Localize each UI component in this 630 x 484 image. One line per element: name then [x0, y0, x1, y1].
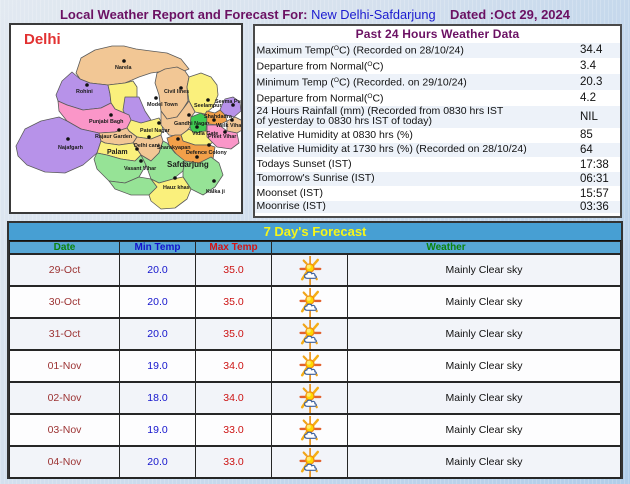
svg-text:Seema Puri: Seema Puri [215, 99, 241, 105]
svg-text:Sharakyapan: Sharakyapan [157, 145, 191, 151]
svg-text:Vasant Vihar: Vasant Vihar [124, 166, 157, 172]
svg-text:Narela: Narela [115, 65, 132, 71]
svg-text:Kalka ji: Kalka ji [206, 189, 225, 195]
svg-text:Punjabi Bagh: Punjabi Bagh [89, 119, 123, 125]
svg-text:Model Town: Model Town [147, 102, 178, 108]
svg-text:Patel Nagar: Patel Nagar [140, 128, 171, 134]
svg-text:Palam: Palam [107, 149, 128, 156]
svg-text:Safdarjung: Safdarjung [167, 160, 209, 169]
svg-text:Civil lines: Civil lines [164, 89, 189, 95]
svg-text:Gandhi Nagar: Gandhi Nagar [174, 121, 210, 127]
svg-text:Najafgarh: Najafgarh [58, 145, 83, 151]
svg-text:Defence Colony: Defence Colony [186, 150, 227, 156]
svg-text:Rajaur Garden: Rajaur Garden [95, 134, 132, 140]
svg-text:Delhi cant: Delhi cant [134, 143, 160, 149]
svg-text:Rohini: Rohini [76, 89, 93, 95]
svg-text:Hauz khas: Hauz khas [163, 185, 190, 191]
svg-text:Vidla Gate: Vidla Gate [192, 131, 218, 137]
svg-text:Seelampur: Seelampur [194, 103, 222, 109]
svg-text:Welk Vihar: Welk Vihar [216, 123, 241, 129]
svg-text:Shahdadra: Shahdadra [204, 114, 233, 120]
svg-text:Preet Vihar: Preet Vihar [208, 134, 237, 140]
